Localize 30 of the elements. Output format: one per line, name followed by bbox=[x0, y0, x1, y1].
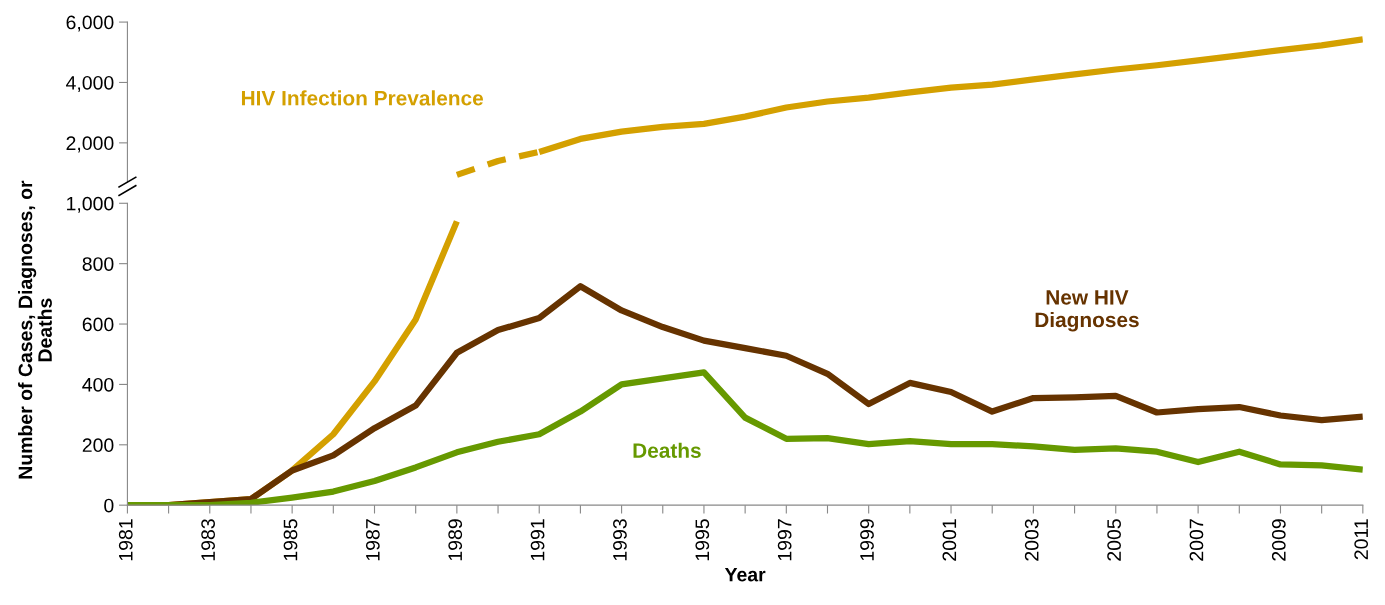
y-tick-label: 200 bbox=[82, 438, 114, 453]
x-tick-label: 2011 bbox=[1354, 519, 1369, 560]
y-tick-label: 1,000 bbox=[67, 196, 114, 213]
x-tick-label: 1989 bbox=[448, 519, 463, 561]
x-tick-label: 1991 bbox=[530, 519, 545, 561]
text: New HIV Diagnoses bbox=[1035, 290, 1139, 332]
y-tick-label: 6,000 bbox=[66, 15, 114, 32]
y-tick-label: 600 bbox=[82, 317, 114, 332]
x-tick-label: 1981 bbox=[118, 519, 133, 561]
x-tick-label: 1983 bbox=[201, 519, 215, 561]
x-tick-label: 1985 bbox=[283, 519, 298, 561]
y-axis-title: Number of Cases, Diagnoses, or Deaths bbox=[18, 180, 52, 479]
x-tick-label: 2001 bbox=[942, 519, 957, 561]
x-tick-label: 1995 bbox=[695, 519, 710, 561]
y-tick-label: 400 bbox=[82, 377, 114, 392]
x-tick-label: 2009 bbox=[1271, 519, 1286, 561]
x-tick-label: 2003 bbox=[1024, 519, 1039, 561]
y-tick-label: 2,000 bbox=[66, 136, 114, 153]
y-tick-label: 4,000 bbox=[66, 75, 114, 92]
text: HIV Infection Prevalence bbox=[241, 90, 484, 106]
y-tick-label: 0 bbox=[104, 498, 114, 513]
x-tick-label: 1999 bbox=[860, 519, 874, 561]
x-tick-label: 1987 bbox=[365, 519, 380, 561]
x-axis-title: Year bbox=[724, 567, 766, 582]
text: Deaths bbox=[633, 442, 701, 458]
x-tick-label: 2007 bbox=[1189, 519, 1204, 561]
x-tick-label: 1993 bbox=[613, 519, 627, 561]
y-tick-label: 800 bbox=[82, 257, 114, 271]
x-tick-label: 1997 bbox=[777, 519, 792, 561]
x-tick-label: 2005 bbox=[1107, 519, 1121, 561]
